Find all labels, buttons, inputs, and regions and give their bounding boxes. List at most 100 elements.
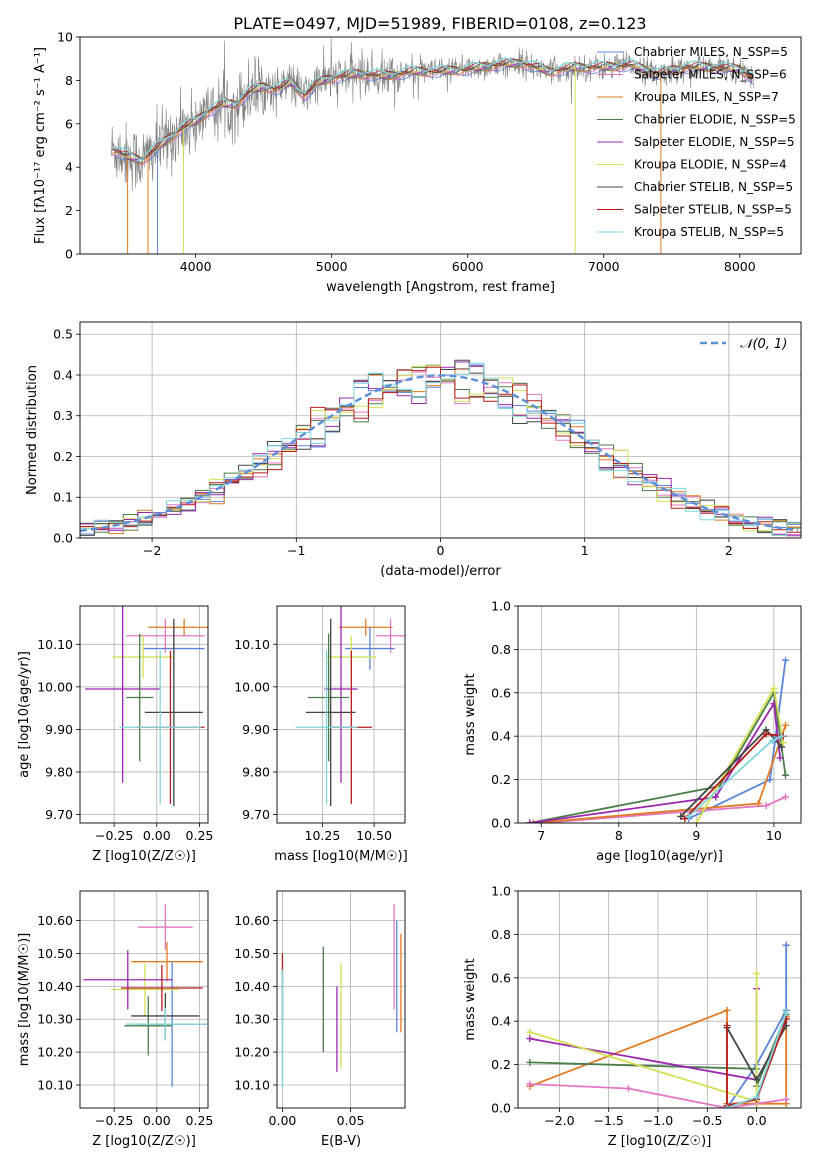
y-tick-label: 9.80 — [242, 764, 270, 779]
x-tick-label: 0.25 — [186, 828, 214, 843]
axes-frame — [276, 890, 406, 1109]
x-axis-label: Z [log10(Z/Z☉)] — [92, 849, 196, 864]
y-tick-label: 9.90 — [242, 722, 270, 737]
y-tick-label: 2 — [65, 203, 73, 218]
y-tick-label: 1.0 — [491, 884, 511, 899]
plot-area — [526, 656, 789, 823]
weight-marker — [526, 1080, 534, 1088]
figure-title: PLATE=0497, MJD=51989, FIBERID=0108, z=0… — [233, 14, 646, 33]
y-tick-label: 10.10 — [37, 637, 73, 652]
weight-marker — [781, 721, 789, 729]
weight-marker — [685, 812, 693, 820]
panel-residuals: −2 −1 0 1 2 0.0 0.1 0.2 0.3 0.4 0.5 (data-model)/er… — [25, 321, 802, 579]
legend-entry: Kroupa STELIB, N_SSP=5 — [634, 225, 784, 239]
x-tick-label: 0.00 — [143, 828, 171, 843]
x-tick-label: 4000 — [180, 259, 212, 274]
normal-curve — [80, 374, 799, 533]
weight-marker — [762, 730, 770, 738]
weight-marker — [681, 815, 689, 823]
panel-age-vs-mass: 10.25 10.50 9.70 9.80 9.90 10.00 10.10 mass [lo… — [234, 605, 408, 864]
axes-frame — [79, 321, 802, 539]
y-tick-label: 8 — [65, 73, 73, 88]
panel-mass-weight-vs-age: 7 8 9 10 0.0 0.2 0.4 0.6 0.8 1.0 age [log10(age/yr… — [463, 599, 802, 864]
y-tick-label: 0.2 — [491, 1057, 511, 1072]
y-tick-label: 9.80 — [45, 764, 73, 779]
x-axis-label: mass [log10(M/M☉)] — [274, 849, 407, 864]
x-tick-label: 0.25 — [186, 1113, 214, 1128]
weight-marker — [526, 1035, 534, 1043]
y-tick-label: 0.1 — [53, 490, 73, 505]
x-tick-label: 5000 — [316, 259, 348, 274]
x-tick-label: 0 — [437, 543, 445, 558]
legend-entry: Chabrier ELODIE, N_SSP=5 — [634, 113, 796, 127]
axes-frame — [517, 605, 802, 824]
weight-marker — [779, 739, 787, 747]
y-tick-label: 10.00 — [37, 679, 73, 694]
residual-histogram-8 — [80, 362, 801, 536]
y-tick-label: 10.20 — [37, 1045, 73, 1060]
y-axis-label: mass weight — [463, 673, 478, 755]
y-tick-label: 10.20 — [234, 1045, 270, 1060]
x-axis-label: Z [log10(Z/Z☉)] — [608, 1134, 712, 1149]
y-tick-label: 10.30 — [37, 1012, 73, 1027]
plot-area — [526, 941, 790, 1108]
weight-marker — [782, 1009, 790, 1017]
y-axis-label: Normed distribution — [25, 365, 40, 495]
weight-marker — [753, 969, 761, 977]
y-tick-label: 6 — [65, 116, 73, 131]
y-tick-label: 10.40 — [234, 979, 270, 994]
legend-entry: Salpeter MILES, N_SSP=6 — [634, 68, 787, 82]
x-axis-label: Z [log10(Z/Z☉)] — [92, 1134, 196, 1149]
x-tick-label: 7000 — [588, 259, 620, 274]
weight-line-2 — [726, 945, 788, 1108]
x-tick-label: −1.5 — [594, 1113, 624, 1128]
y-tick-label: 10.40 — [37, 979, 73, 994]
weight-line-3 — [529, 690, 787, 823]
y-tick-label: 10.10 — [234, 637, 270, 652]
weight-marker — [530, 819, 538, 823]
y-tick-label: 0.5 — [53, 327, 73, 342]
weight-marker — [778, 743, 786, 751]
y-tick-label: 10.60 — [234, 913, 270, 928]
x-tick-label: 7 — [537, 828, 545, 843]
y-tick-label: 0.4 — [491, 729, 511, 744]
weight-marker — [781, 656, 789, 664]
x-axis-label: (data-model)/error — [380, 564, 501, 579]
y-tick-label: 0.0 — [53, 531, 73, 546]
y-tick-label: 0.8 — [491, 927, 511, 942]
axes-frame — [79, 890, 209, 1109]
legend-entry: 𝒩(0, 1) — [740, 337, 787, 352]
weight-marker — [753, 1093, 761, 1101]
weight-marker — [768, 737, 776, 745]
x-tick-label: 1 — [581, 543, 589, 558]
plot-area — [85, 606, 208, 806]
weight-marker — [526, 1058, 534, 1066]
axes-frame — [79, 605, 209, 824]
panel-age-vs-Z: −0.25 0.00 0.25 9.70 9.80 9.90 10.00 10.10 Z [lo… — [17, 605, 214, 864]
x-tick-label: 0.05 — [337, 1113, 365, 1128]
x-tick-label: 8 — [615, 828, 623, 843]
y-tick-label: 10.50 — [37, 946, 73, 961]
y-tick-label: 9.90 — [45, 722, 73, 737]
plot-area — [80, 359, 801, 537]
y-tick-label: 9.70 — [45, 807, 73, 822]
weight-marker — [677, 812, 685, 820]
weight-marker — [723, 1104, 731, 1108]
weight-marker — [624, 1084, 632, 1092]
y-axis-label: mass [log10(M/M☉)] — [17, 933, 32, 1066]
y-tick-label: 0.4 — [53, 367, 73, 382]
y-tick-label: 0.8 — [491, 642, 511, 657]
model-spectrum-8 — [111, 57, 754, 161]
y-axis-label: mass weight — [463, 958, 478, 1040]
legend-entry: Chabrier MILES, N_SSP=5 — [634, 45, 788, 59]
plot-area — [83, 904, 207, 1087]
y-tick-label: 10.50 — [234, 946, 270, 961]
x-tick-label: −2.0 — [544, 1113, 574, 1128]
y-tick-label: 0.6 — [491, 685, 511, 700]
weight-marker — [776, 754, 784, 762]
weight-marker — [770, 684, 778, 692]
weight-marker — [526, 819, 534, 823]
legend-entry: Kroupa MILES, N_SSP=7 — [634, 90, 779, 104]
legend-entry: Chabrier STELIB, N_SSP=5 — [634, 180, 793, 194]
weight-marker — [712, 793, 720, 801]
